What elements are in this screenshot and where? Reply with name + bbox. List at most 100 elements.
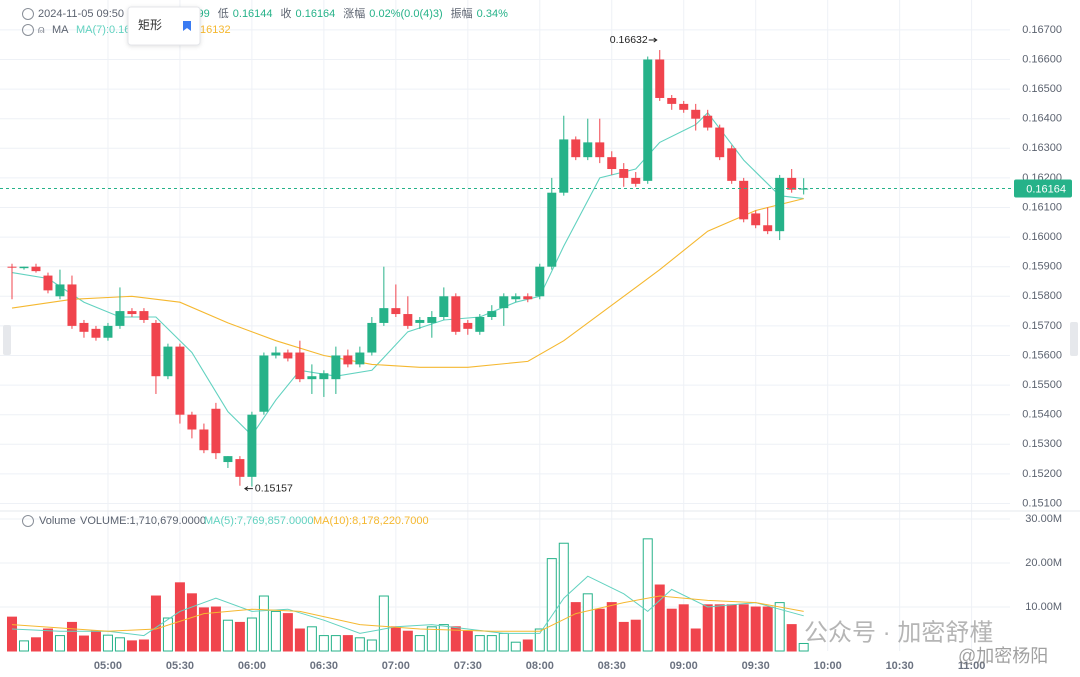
volume-bar — [462, 630, 473, 652]
candle-body — [511, 296, 521, 300]
x-tick-label: 10:30 — [886, 660, 914, 672]
candle-body — [319, 373, 329, 380]
x-tick-label: 05:00 — [94, 660, 122, 672]
last-price-box — [1014, 179, 1072, 198]
candle-body — [127, 311, 137, 315]
volume-bar — [234, 621, 245, 652]
y-tick-label: 0.15900 — [1022, 261, 1062, 273]
candle-body — [547, 192, 557, 267]
header-time: 2024-11-05 09:50 — [38, 8, 124, 20]
volume-bar — [402, 630, 413, 652]
candle-body — [67, 284, 77, 326]
axes: 0.167000.166000.165000.164000.163000.162… — [0, 24, 1080, 672]
candle-body — [259, 355, 269, 412]
candle-body — [187, 414, 197, 430]
y-tick-label: 0.15200 — [1022, 468, 1062, 480]
pane-handle[interactable] — [3, 325, 11, 355]
volume-bar — [726, 604, 737, 652]
collapse-icon[interactable] — [22, 24, 34, 36]
candle-body — [535, 266, 545, 297]
ma-legend: MA(7):0.16 — [76, 24, 130, 36]
volume-bar — [738, 604, 749, 652]
volume-bar — [642, 538, 653, 652]
collapse-icon[interactable] — [22, 515, 34, 527]
volume-bar — [618, 621, 629, 652]
x-tick-label: 11:00 — [958, 660, 986, 672]
y-tick-label: 0.16700 — [1022, 24, 1062, 36]
candle-body — [643, 59, 653, 181]
header-value: 0.16164 — [296, 8, 336, 20]
volume-bar — [42, 628, 53, 652]
volume-bar — [102, 634, 113, 652]
volume-bar — [450, 626, 461, 652]
candle-body — [283, 352, 293, 359]
candle-body — [391, 308, 401, 315]
volume-bar — [666, 608, 677, 652]
volume-bar — [750, 606, 761, 652]
y-tick-label: 0.16400 — [1022, 113, 1062, 125]
popup[interactable]: 矩形 — [127, 6, 201, 46]
candle-body — [691, 109, 701, 119]
collapse-icon[interactable] — [22, 8, 34, 20]
candle-body — [199, 429, 209, 451]
candle-body — [7, 266, 17, 268]
candle-body — [439, 296, 449, 318]
candle-body — [463, 322, 473, 329]
volume-bar — [222, 619, 233, 652]
y-tick-label: 0.16100 — [1022, 201, 1062, 213]
high-arrow — [648, 37, 658, 43]
x-tick-label: 06:30 — [310, 660, 338, 672]
candle-body — [451, 296, 461, 332]
volume-bar — [438, 624, 449, 652]
candle-body — [715, 127, 725, 158]
candle-body — [43, 275, 53, 291]
candle-body — [667, 97, 677, 104]
y-tick-label: 0.15300 — [1022, 438, 1062, 450]
volume-bar — [690, 628, 701, 652]
volume-tick-label: 30.00M — [1025, 513, 1062, 525]
header-value: 0.02%(0.0(4)3) — [369, 8, 442, 20]
candle-body — [763, 225, 773, 232]
candle-body — [139, 311, 149, 320]
ma-line — [11, 111, 804, 437]
y-tick-label: 0.15100 — [1022, 497, 1062, 509]
volume-bar — [678, 604, 689, 652]
ma-line — [11, 198, 804, 368]
volume-bar — [546, 558, 557, 652]
candle-body — [679, 103, 689, 110]
volume-bar — [210, 606, 221, 652]
popup-box[interactable] — [127, 6, 201, 46]
volume-bar — [414, 635, 425, 652]
volume-bar — [54, 635, 65, 652]
y-tick-label: 0.15400 — [1022, 409, 1062, 421]
candle-body — [799, 188, 809, 190]
candle-body — [271, 352, 281, 356]
volume-bar — [702, 604, 713, 652]
candle-body — [151, 322, 161, 377]
volume-bar — [342, 635, 353, 652]
pane-handle[interactable] — [1070, 322, 1078, 356]
candle-body — [55, 284, 65, 297]
volume-bar — [246, 617, 257, 652]
candle-body — [295, 352, 305, 380]
volume-bar — [258, 595, 269, 652]
popup-label[interactable]: 矩形 — [138, 18, 162, 32]
volume-bar — [570, 602, 581, 652]
ma-title: MA — [52, 24, 69, 36]
candle-body — [103, 325, 113, 338]
candle-body — [247, 414, 257, 477]
volume-bar — [510, 641, 521, 652]
x-tick-label: 05:30 — [166, 660, 194, 672]
volume-title: Volume — [39, 515, 76, 527]
volume-bar — [762, 606, 773, 652]
volume-bar — [522, 639, 533, 652]
volume-bar — [30, 637, 41, 652]
volume-bar — [378, 595, 389, 652]
bookmark-icon[interactable] — [183, 21, 191, 31]
candle-body — [475, 317, 485, 332]
candle-body — [631, 177, 641, 184]
ma-icon: ⍝ — [38, 24, 45, 36]
candle-body — [379, 308, 389, 323]
volume-bar — [6, 616, 17, 652]
volume-bar — [582, 593, 593, 652]
